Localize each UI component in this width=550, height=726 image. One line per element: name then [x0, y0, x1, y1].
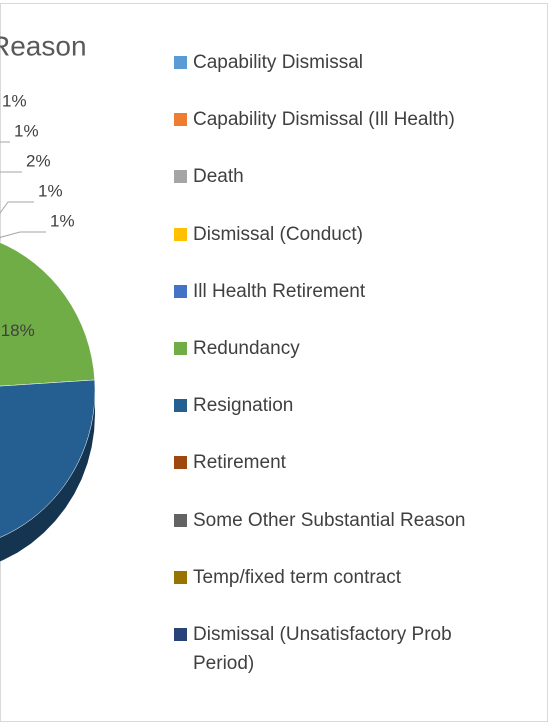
legend-swatch [174, 513, 187, 527]
label-leader [0, 201, 34, 214]
legend-swatch [174, 456, 187, 470]
legend-item: Death [172, 162, 502, 219]
legend-label: Dismissal (Unsatisfactory Prob Period) [193, 623, 452, 674]
data-label: 1% [38, 181, 63, 200]
legend-label: Some Other Substantial Reason [193, 509, 466, 531]
legend-swatch [174, 227, 187, 241]
legend-item: Resignation [172, 391, 502, 448]
legend-item: Capability Dismissal [172, 48, 502, 105]
legend-label: Ill Health Retirement [193, 280, 366, 302]
legend-label: Death [193, 166, 244, 188]
legend-item: Redundancy [172, 334, 502, 391]
chart-title: Reason [0, 30, 87, 61]
legend-label: Capability Dismissal (Ill Health) [193, 109, 455, 131]
legend-item: Capability Dismissal (Ill Health) [172, 105, 502, 162]
data-label: 18% [1, 321, 35, 340]
legend-label: Temp/fixed term contract [193, 566, 402, 588]
legend-label: Capability Dismissal [193, 52, 363, 73]
data-label: 2% [26, 151, 51, 170]
legend-label: Dismissal (Conduct) [193, 223, 363, 245]
legend: Capability Dismissal Capability Dismissal… [172, 48, 502, 677]
pie-depth [0, 390, 95, 562]
legend-item: Temp/fixed term contract [172, 563, 502, 620]
label-leader [0, 171, 22, 173]
legend-swatch [174, 284, 187, 298]
label-leader [0, 231, 46, 238]
legend-swatch [174, 399, 187, 413]
pie-slice [0, 379, 96, 538]
data-label: 1% [2, 91, 27, 110]
data-label: 1% [50, 211, 75, 230]
pie-top [0, 242, 96, 538]
legend-item: Some Other Substantial Reason [172, 506, 502, 563]
data-label: 1% [14, 121, 39, 140]
legend-swatch [174, 113, 187, 127]
pie-slice [0, 242, 95, 387]
legend-item: Retirement [172, 448, 502, 505]
legend-swatch [174, 56, 187, 69]
legend-label: Redundancy [193, 337, 300, 359]
legend-swatch [174, 570, 187, 584]
legend-item: Dismissal (Unsatisfactory Prob Period) [172, 620, 502, 677]
legend-item: Ill Health Retirement [172, 277, 502, 334]
pie-slice-side [0, 390, 95, 562]
legend-swatch [174, 170, 187, 184]
legend-item: Dismissal (Conduct) [172, 220, 502, 277]
legend-swatch [174, 627, 187, 641]
label-leader [0, 141, 10, 143]
legend-label: Resignation [193, 395, 294, 417]
legend-swatch [174, 341, 187, 355]
legend-label: Retirement [193, 452, 286, 474]
